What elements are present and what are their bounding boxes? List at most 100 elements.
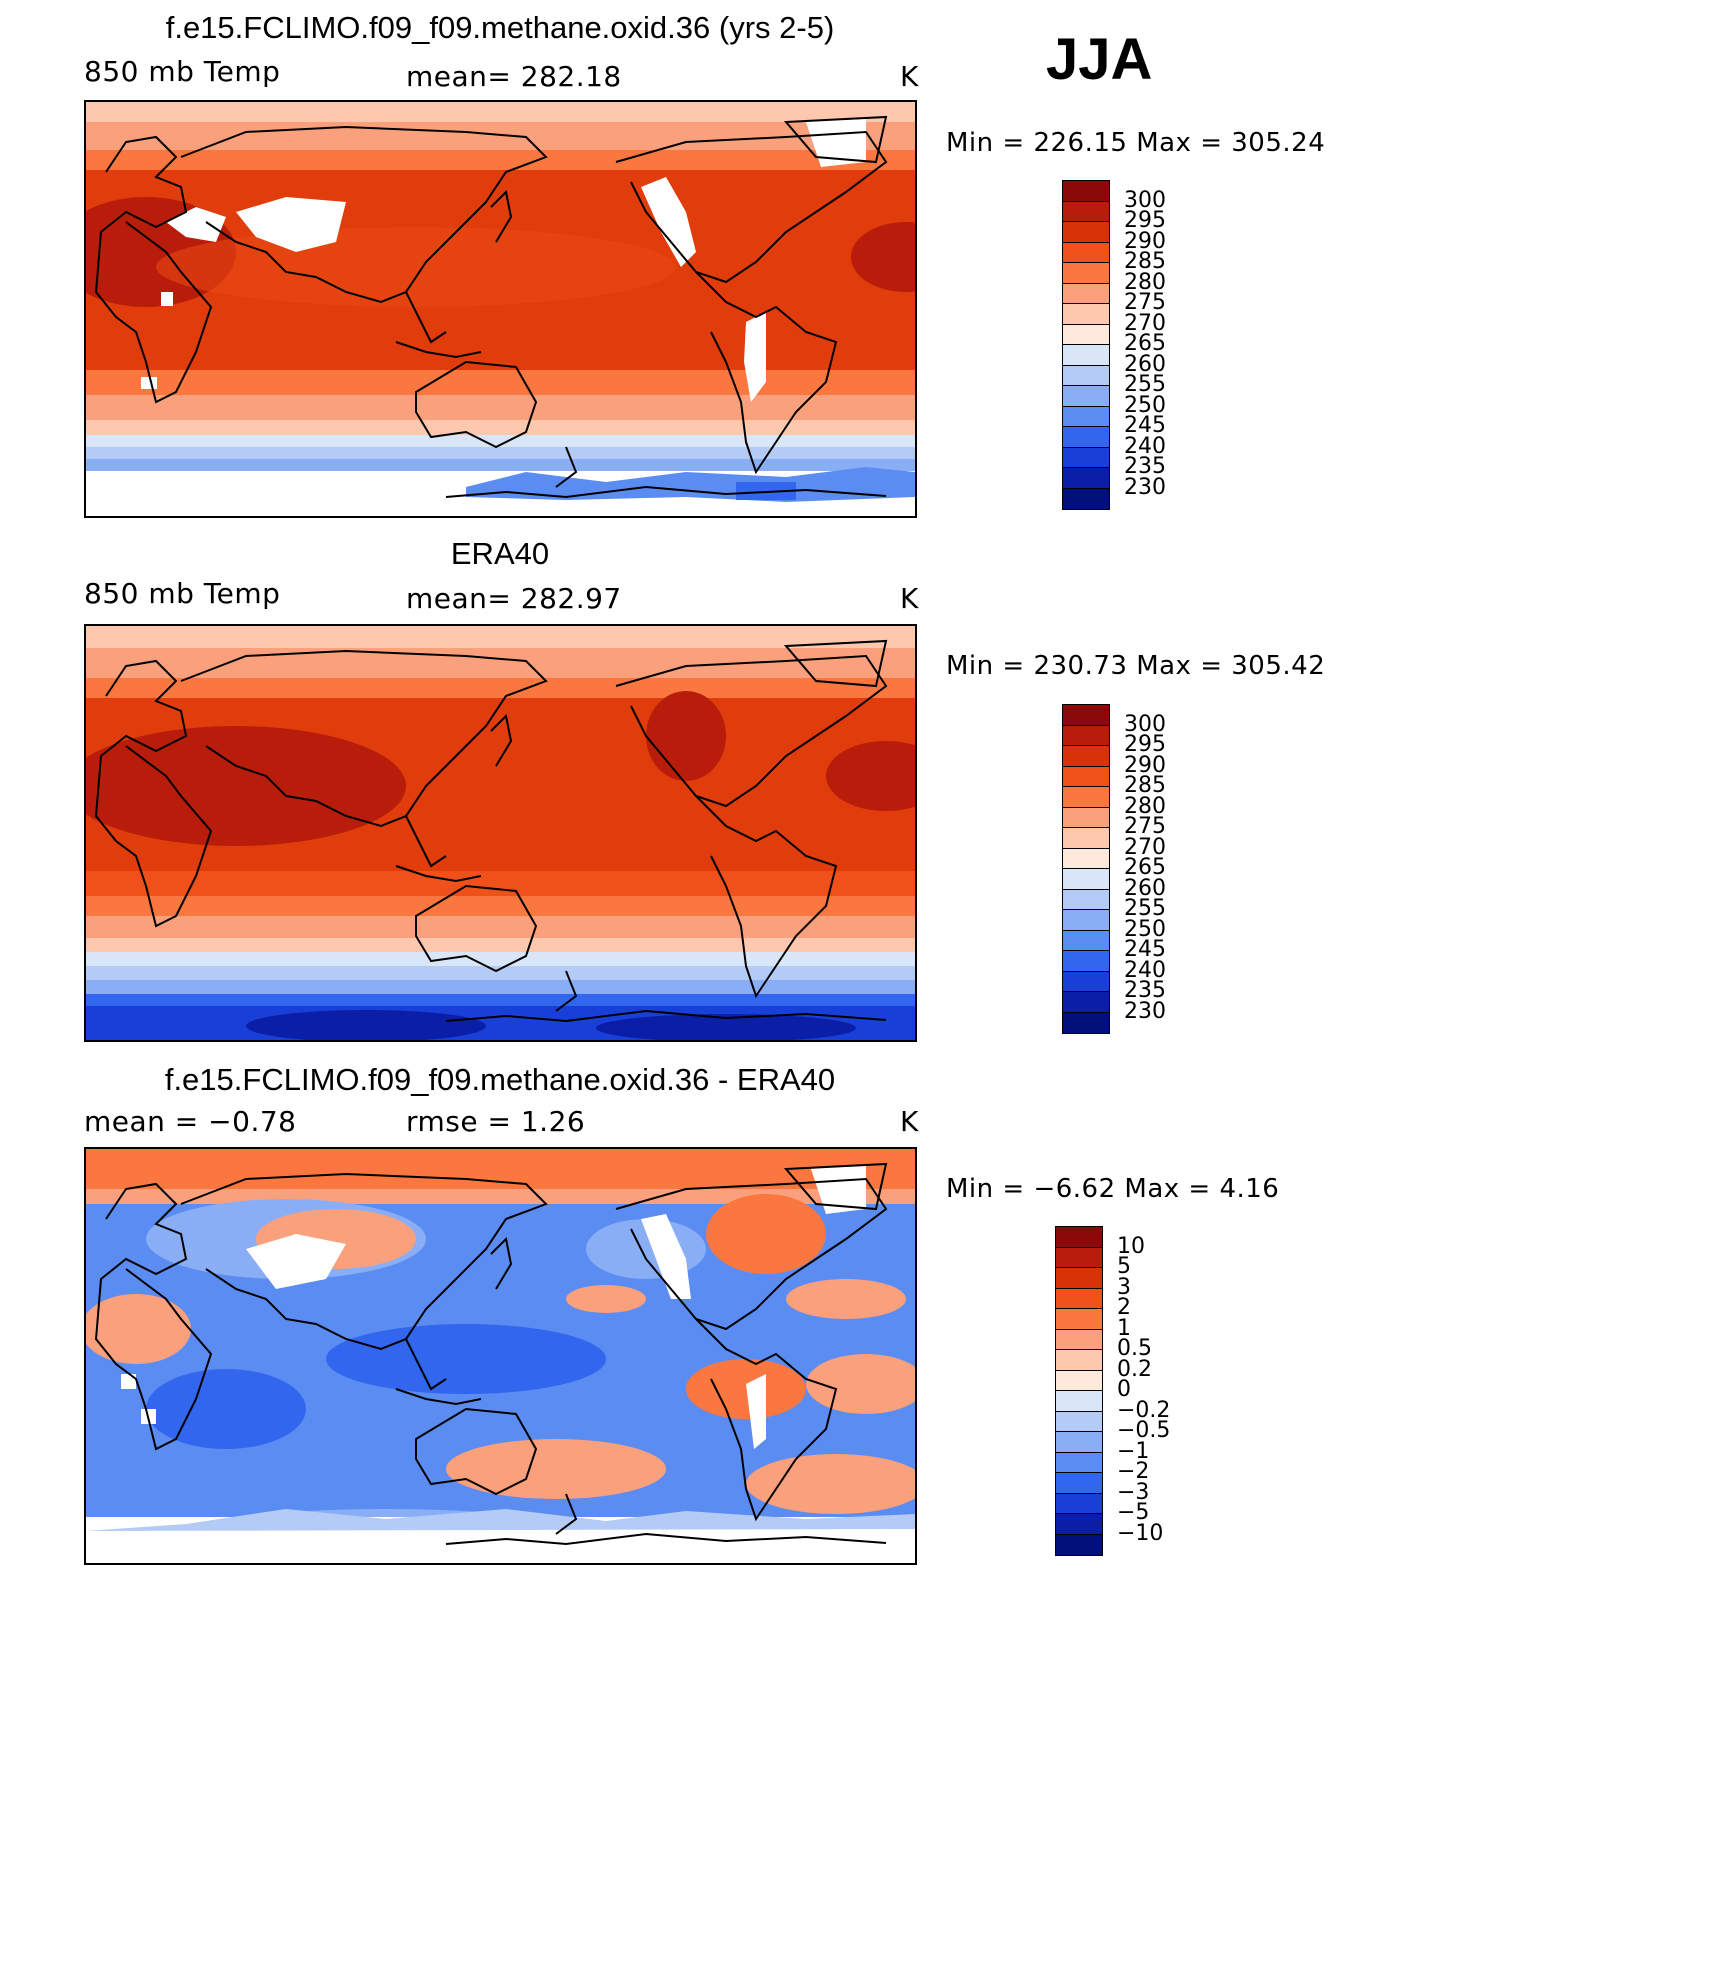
colorbar-tick-label: 1 xyxy=(1117,1315,1131,1341)
panel1-colorbar: 300 295 290 285 280 275 270 265 260 255 250 245 240 2… xyxy=(1062,180,1202,510)
colorbar-swatch xyxy=(1062,303,1110,325)
colorbar-swatch xyxy=(1062,786,1110,808)
colorbar-tick-label: 240 xyxy=(1124,433,1166,459)
colorbar-swatch xyxy=(1062,868,1110,890)
colorbar-swatch xyxy=(1055,1246,1103,1269)
colorbar-swatch xyxy=(1062,970,1110,993)
colorbar-tick-label: 3 xyxy=(1117,1274,1131,1300)
colorbar-tick-label: 235 xyxy=(1124,978,1166,1003)
colorbar-swatch xyxy=(1055,1533,1103,1556)
colorbar-tick-label: 260 xyxy=(1124,875,1166,901)
colorbar-tick-label: −10 xyxy=(1117,1520,1164,1546)
panel2-title: ERA40 xyxy=(450,536,550,571)
colorbar-tick-label: −1 xyxy=(1117,1438,1150,1464)
colorbar-tick-label: 275 xyxy=(1124,290,1166,315)
colorbar-swatch xyxy=(1062,426,1110,448)
colorbar-swatch xyxy=(1055,1513,1103,1535)
colorbar-swatch xyxy=(1055,1451,1103,1474)
colorbar-tick-label: 265 xyxy=(1124,855,1166,880)
panel2-mean-label: mean= 282.97 xyxy=(406,582,622,615)
colorbar-swatch xyxy=(1055,1349,1103,1371)
colorbar-swatch xyxy=(1055,1410,1103,1433)
panel2-map xyxy=(84,624,917,1042)
panel3-units: K xyxy=(900,1105,919,1138)
colorbar-swatch xyxy=(1055,1226,1103,1248)
panel3-mean-label: mean = −0.78 xyxy=(84,1105,297,1138)
colorbar-tick-label: 0 xyxy=(1117,1377,1131,1402)
colorbar-swatch xyxy=(1062,200,1110,223)
colorbar-swatch xyxy=(1055,1390,1103,1412)
panel1-map xyxy=(84,100,917,518)
colorbar-swatch xyxy=(1055,1328,1103,1351)
colorbar-tick-label: 235 xyxy=(1124,454,1166,479)
colorbar-swatch xyxy=(1062,847,1110,870)
colorbar-tick-label: 300 xyxy=(1124,187,1166,213)
panel2-units: K xyxy=(900,582,919,615)
colorbar-swatch xyxy=(1055,1287,1103,1310)
colorbar-tick-label: 290 xyxy=(1124,752,1166,778)
colorbar-swatch xyxy=(1062,282,1110,305)
colorbar-swatch xyxy=(1062,323,1110,346)
colorbar-tick-label: 290 xyxy=(1124,228,1166,254)
colorbar-tick-label: 260 xyxy=(1124,351,1166,377)
panel1-title: f.e15.FCLIMO.f09_f09.methane.oxid.36 (yr… xyxy=(165,10,835,45)
colorbar-tick-label: 0.2 xyxy=(1117,1356,1152,1382)
colorbar-tick-label: 255 xyxy=(1124,372,1166,397)
colorbar-swatch xyxy=(1062,724,1110,747)
colorbar-swatch xyxy=(1055,1308,1103,1330)
colorbar-swatch xyxy=(1055,1472,1103,1494)
colorbar-swatch xyxy=(1062,1011,1110,1034)
panel1-variable-label: 850 mb Temp xyxy=(84,55,281,88)
colorbar-swatch xyxy=(1055,1431,1103,1453)
colorbar-swatch xyxy=(1062,888,1110,911)
colorbar-tick-label: 245 xyxy=(1124,413,1166,438)
colorbar-tick-label: 2 xyxy=(1117,1295,1131,1320)
panel3-map xyxy=(84,1147,917,1565)
colorbar-tick-label: 295 xyxy=(1124,208,1166,233)
colorbar-tick-label: 265 xyxy=(1124,331,1166,356)
panel3-min-max: Min = −6.62 Max = 4.16 xyxy=(946,1174,1280,1204)
colorbar-tick-label: 280 xyxy=(1124,793,1166,819)
colorbar-tick-label: −5 xyxy=(1117,1500,1150,1525)
panel2-min-max: Min = 230.73 Max = 305.42 xyxy=(946,651,1326,681)
colorbar-swatch xyxy=(1062,262,1110,284)
colorbar-swatch xyxy=(1055,1267,1103,1289)
panel3-rmse-label: rmse = 1.26 xyxy=(406,1105,586,1138)
colorbar-swatch xyxy=(1055,1492,1103,1515)
colorbar-tick-label: 10 xyxy=(1117,1233,1145,1259)
colorbar-swatch xyxy=(1062,704,1110,726)
panel3-title: f.e15.FCLIMO.f09_f09.methane.oxid.36 - E… xyxy=(164,1062,836,1097)
colorbar-tick-label: 250 xyxy=(1124,392,1166,418)
colorbar-swatch xyxy=(1062,405,1110,428)
colorbar-tick-label: 5 xyxy=(1117,1254,1131,1279)
panel2-colorbar: 300 295 290 285 280 275 270 265 260 255 250 245 240 2… xyxy=(1062,704,1202,1034)
colorbar-swatch xyxy=(1062,487,1110,510)
colorbar-swatch xyxy=(1062,827,1110,849)
colorbar-swatch xyxy=(1062,765,1110,788)
colorbar-swatch xyxy=(1062,385,1110,407)
colorbar-tick-label: 230 xyxy=(1124,474,1166,500)
panel3-colorbar: 10 5 3 2 1 0.5 0.2 0 −0.2 −0.5 −1 −2 −3 −5 −10 xyxy=(1055,1226,1205,1556)
colorbar-tick-label: 230 xyxy=(1124,998,1166,1024)
colorbar-tick-label: −0.5 xyxy=(1117,1418,1171,1443)
colorbar-tick-label: 0.5 xyxy=(1117,1336,1152,1361)
colorbar-tick-label: −3 xyxy=(1117,1479,1150,1505)
colorbar-tick-label: 280 xyxy=(1124,269,1166,295)
colorbar-tick-label: 250 xyxy=(1124,916,1166,942)
colorbar-tick-label: 285 xyxy=(1124,773,1166,798)
colorbar-swatch xyxy=(1062,950,1110,972)
colorbar-swatch xyxy=(1055,1369,1103,1392)
panel1-units: K xyxy=(900,60,919,93)
colorbar-tick-label: 240 xyxy=(1124,957,1166,983)
colorbar-tick-label: 300 xyxy=(1124,711,1166,737)
colorbar-swatch xyxy=(1062,467,1110,489)
colorbar-swatch xyxy=(1062,929,1110,952)
panel2-variable-label: 850 mb Temp xyxy=(84,577,281,610)
colorbar-swatch xyxy=(1062,991,1110,1013)
colorbar-swatch xyxy=(1062,745,1110,767)
colorbar-tick-label: −2 xyxy=(1117,1459,1150,1484)
colorbar-swatch xyxy=(1062,344,1110,366)
colorbar-swatch xyxy=(1062,364,1110,387)
colorbar-tick-label: 245 xyxy=(1124,937,1166,962)
colorbar-swatch xyxy=(1062,446,1110,469)
